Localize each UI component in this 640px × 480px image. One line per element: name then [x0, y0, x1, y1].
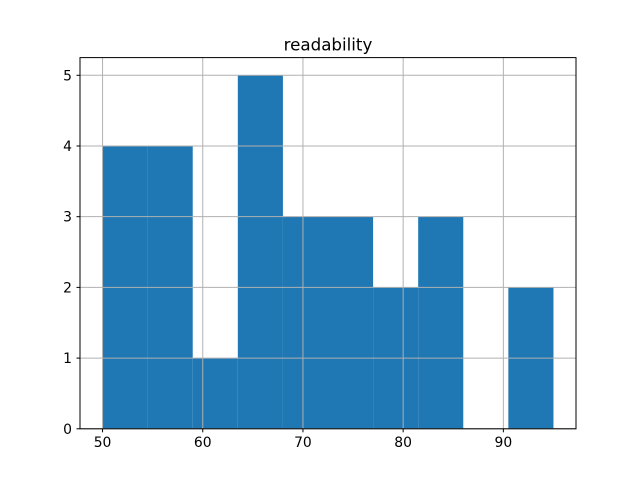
histogram-bar — [328, 216, 374, 429]
bars-layer — [102, 75, 554, 429]
x-tick-label: 50 — [94, 435, 112, 451]
chart-title: readability — [284, 35, 373, 55]
y-tick-label: 4 — [63, 139, 72, 155]
y-tick-label: 2 — [63, 280, 72, 296]
histogram-bar — [237, 75, 283, 429]
x-tick-label: 70 — [294, 435, 312, 451]
y-tick-label: 5 — [63, 68, 72, 84]
x-tick-label: 80 — [394, 435, 412, 451]
x-tick-label: 60 — [194, 435, 212, 451]
tick-labels-layer: 50 60 70 80 90 0 1 2 3 4 5 — [63, 68, 512, 451]
y-tick-label: 3 — [63, 210, 72, 226]
histogram-bar — [192, 358, 238, 429]
x-tick-label: 90 — [495, 435, 513, 451]
histogram-bar — [282, 216, 328, 429]
ticks-layer — [76, 74, 504, 433]
y-tick-label: 0 — [63, 422, 72, 438]
plot-border — [79, 57, 577, 430]
histogram-bar — [418, 216, 464, 429]
y-tick-label: 1 — [63, 351, 72, 367]
axes-layer — [79, 57, 577, 430]
